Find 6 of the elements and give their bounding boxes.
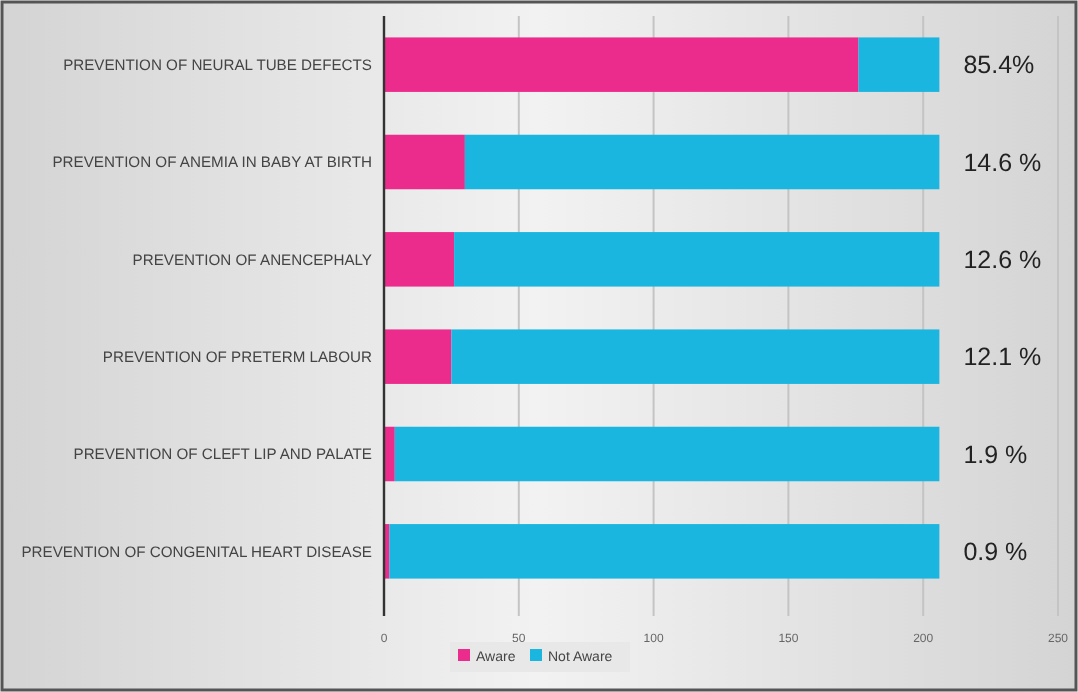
- annotation: 1.9 %: [963, 440, 1028, 469]
- annotation: 12.6 %: [963, 246, 1042, 275]
- annotation: 85.4%: [963, 51, 1035, 80]
- annotation: 0.9 %: [963, 538, 1028, 567]
- annotation: 14.6 %: [963, 148, 1042, 177]
- annotation: 12.1 %: [963, 343, 1042, 372]
